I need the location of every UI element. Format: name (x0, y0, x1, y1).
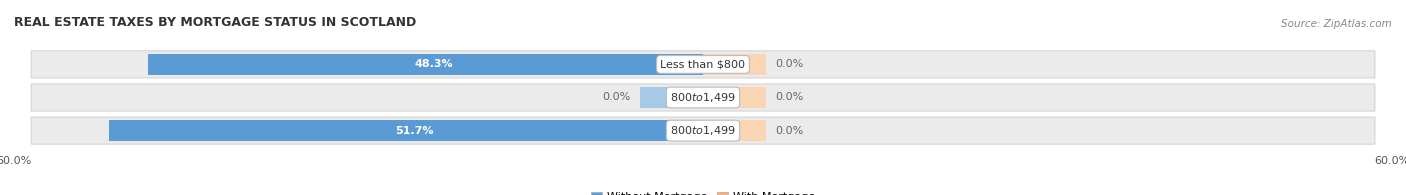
Text: 0.0%: 0.0% (775, 92, 804, 103)
FancyBboxPatch shape (31, 51, 1375, 78)
Bar (703, 87, 766, 108)
Bar (110, 120, 703, 141)
FancyBboxPatch shape (31, 117, 1375, 144)
Bar (703, 54, 766, 75)
Text: $800 to $1,499: $800 to $1,499 (671, 124, 735, 137)
Text: REAL ESTATE TAXES BY MORTGAGE STATUS IN SCOTLAND: REAL ESTATE TAXES BY MORTGAGE STATUS IN … (14, 16, 416, 29)
Bar (703, 120, 766, 141)
FancyBboxPatch shape (31, 84, 1375, 111)
Bar (149, 54, 703, 75)
Text: $800 to $1,499: $800 to $1,499 (671, 91, 735, 104)
Text: 48.3%: 48.3% (415, 59, 453, 69)
Bar (640, 87, 703, 108)
Legend: Without Mortgage, With Mortgage: Without Mortgage, With Mortgage (586, 187, 820, 195)
Text: 0.0%: 0.0% (775, 126, 804, 136)
Text: Less than $800: Less than $800 (661, 59, 745, 69)
Text: 51.7%: 51.7% (395, 126, 433, 136)
Text: Source: ZipAtlas.com: Source: ZipAtlas.com (1281, 19, 1392, 29)
Text: 0.0%: 0.0% (602, 92, 631, 103)
Text: 0.0%: 0.0% (775, 59, 804, 69)
